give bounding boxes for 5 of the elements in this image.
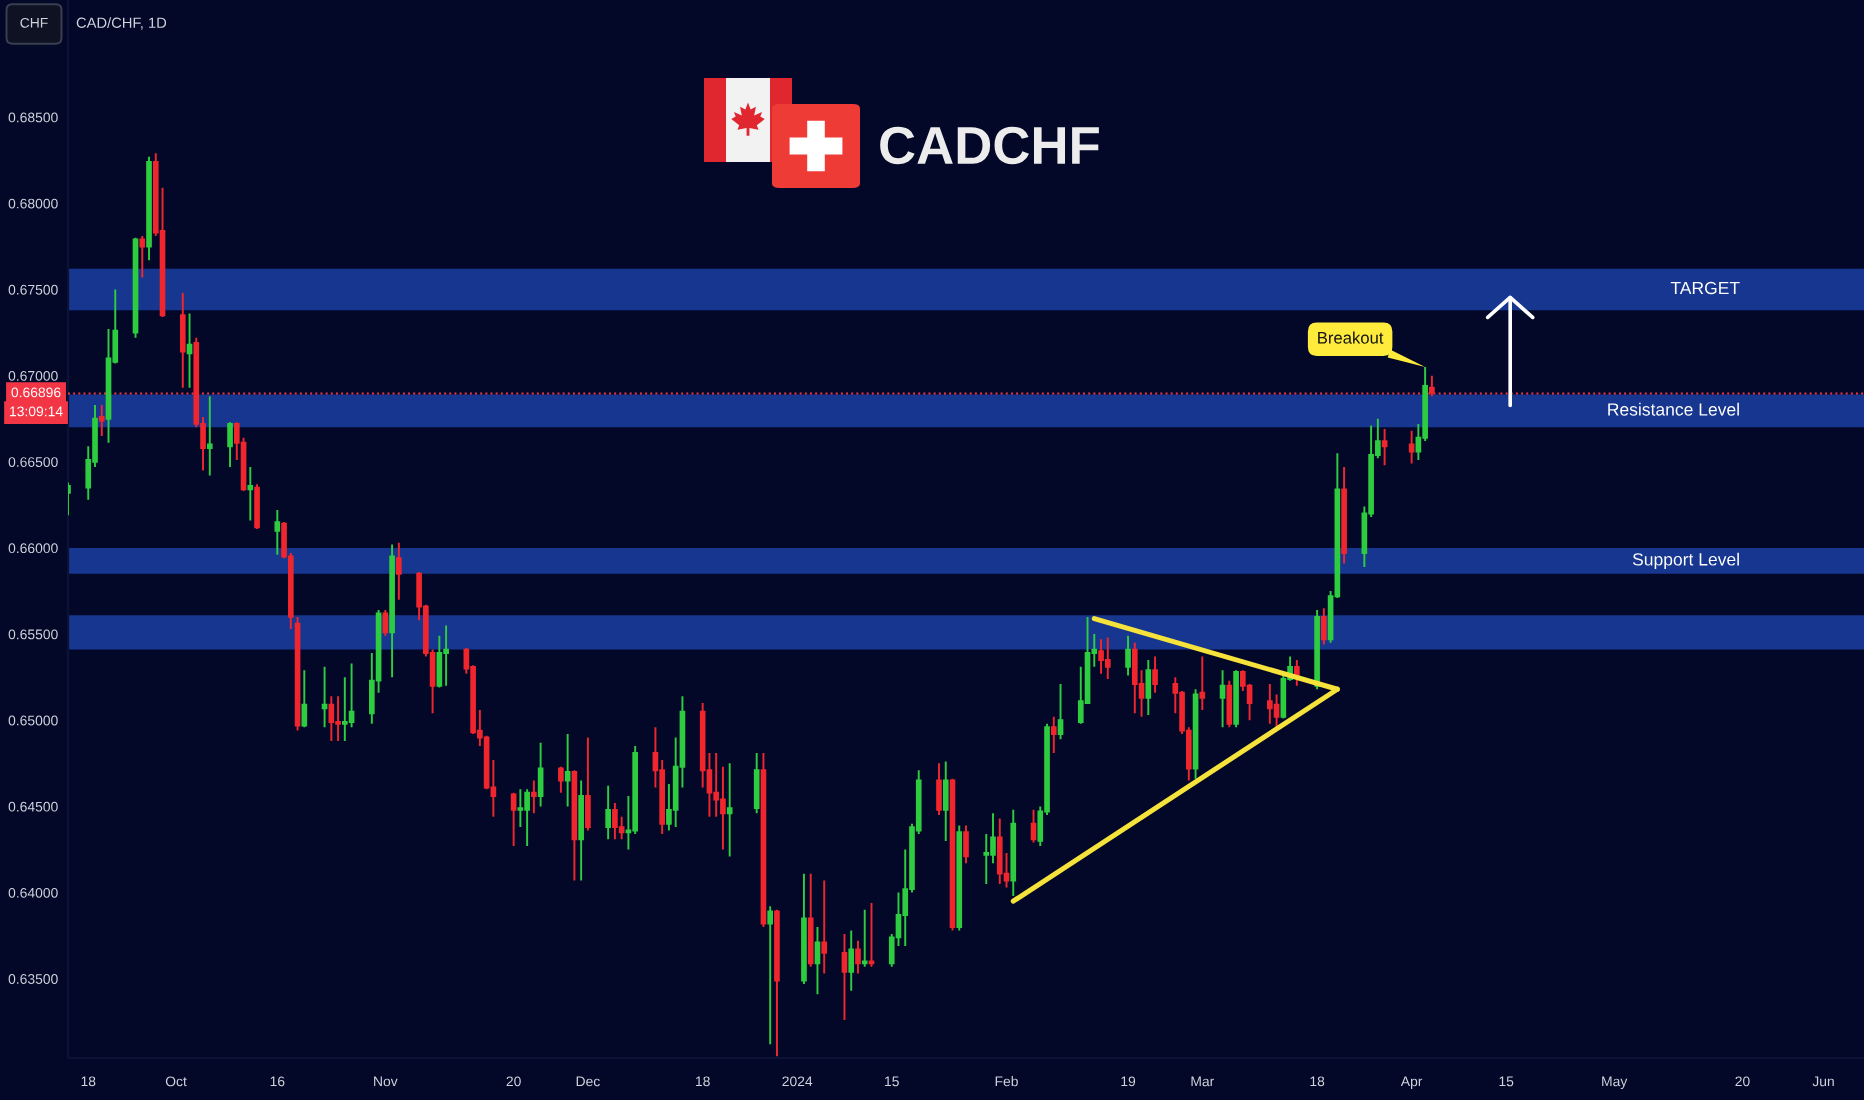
- text: CADCHF: [880, 126, 1099, 165]
- band-label: TARGET: [1670, 281, 1740, 295]
- band-label: Resistance Level: [1608, 402, 1739, 416]
- band-label: Support Level: [1632, 552, 1739, 570]
- annotation: Breakout: [1318, 331, 1384, 344]
